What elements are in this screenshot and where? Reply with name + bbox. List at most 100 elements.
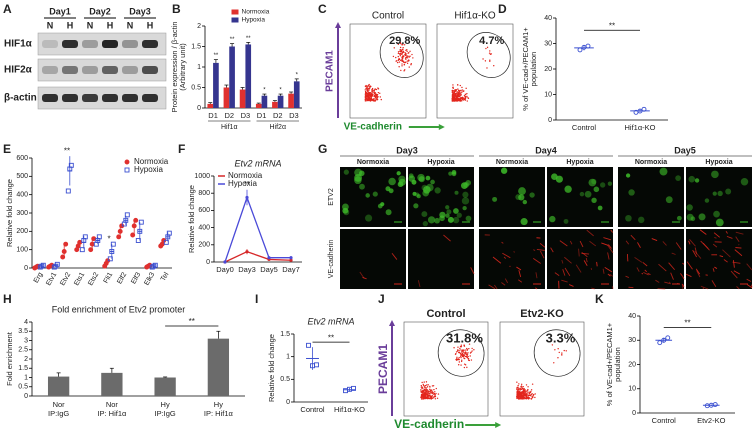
streak [625, 275, 630, 278]
cell [698, 213, 706, 221]
flow-event [464, 349, 466, 351]
streak [736, 286, 740, 290]
flow-event [467, 357, 470, 360]
flow-event [422, 387, 424, 389]
flow-event [482, 58, 484, 60]
streak [470, 267, 475, 275]
y-tick-label: 30 [544, 40, 552, 47]
cell [453, 208, 459, 214]
flow-event [516, 381, 518, 383]
bar [272, 101, 278, 108]
y-axis-label: % of VE-cad+/PECAM1+ [605, 322, 614, 406]
flow-event [528, 392, 531, 394]
cell [425, 183, 434, 192]
x-tick-label: Hy [161, 400, 170, 409]
cell [711, 170, 719, 179]
streak [501, 241, 504, 244]
flow-event [398, 61, 401, 63]
flow-event [420, 396, 423, 399]
point [65, 188, 71, 194]
flow-event [456, 97, 458, 99]
streak [603, 237, 612, 241]
flow-event [432, 397, 434, 399]
streak [589, 240, 597, 247]
flow-event [461, 350, 463, 352]
significance: ** [244, 180, 250, 189]
blot-band [62, 94, 78, 102]
flow-event [516, 394, 518, 396]
y-tick-label: 10 [544, 91, 552, 98]
group-label: Hif1α [221, 124, 238, 131]
flow-event [399, 52, 401, 55]
streak [513, 251, 515, 253]
y-tick-label: 0 [632, 410, 636, 417]
flow-event [368, 89, 370, 91]
flow-event [467, 352, 469, 354]
flow-event [421, 381, 423, 384]
flow-event [456, 356, 458, 359]
image-condition: Hypoxia [705, 159, 732, 166]
x-tick-label: Hif1α-KO [334, 405, 365, 414]
flow-event [520, 385, 523, 387]
flow-event [456, 91, 459, 93]
image-condition: Hypoxia [566, 159, 593, 166]
flow-event [369, 85, 371, 88]
flow-event [468, 343, 471, 345]
streak [735, 236, 740, 243]
streak [686, 261, 693, 270]
point [138, 219, 144, 225]
flow-event [402, 48, 404, 51]
flow-event [473, 349, 475, 351]
flow-event [465, 87, 467, 90]
flow-event [427, 393, 429, 396]
streak [688, 240, 691, 245]
flow-event [426, 396, 429, 399]
flow-event [551, 344, 554, 346]
y-tick-label: 0 [24, 393, 28, 400]
flow-event [488, 52, 491, 54]
flow-event [467, 359, 470, 361]
streak [682, 262, 685, 265]
flow-event [433, 388, 435, 391]
flow-event [554, 349, 556, 351]
x-tick-label: D1 [257, 111, 267, 120]
panel-label: I [255, 292, 258, 306]
flow-event [406, 50, 408, 53]
flow-event [395, 60, 397, 62]
streak [685, 273, 692, 278]
streak [734, 249, 743, 257]
flow-event [430, 398, 432, 400]
y-tick-label: 1.5 [280, 331, 290, 338]
x-tick-label: Day5 [260, 265, 278, 274]
significance: ** [684, 319, 690, 328]
flow-event [401, 52, 403, 54]
flow-event [458, 356, 460, 359]
flow-event [401, 44, 403, 46]
bar [101, 372, 123, 396]
blot-band [62, 66, 78, 74]
x-tick-label: D2 [224, 111, 234, 120]
flow-event [522, 394, 524, 397]
flow-event [459, 89, 461, 92]
streak [712, 243, 718, 248]
flow-event [436, 397, 439, 399]
point [107, 256, 113, 262]
y-axis-label: PECAM1 [325, 50, 336, 92]
bar [207, 338, 230, 396]
flow-event [375, 96, 378, 98]
y-tick-label: 2 [197, 23, 201, 30]
flow-event [462, 90, 465, 92]
streak [575, 264, 582, 273]
y-tick-label: 2.5 [18, 347, 28, 354]
cell [359, 183, 365, 190]
streak [636, 267, 640, 272]
flow-title: Etv2-KO [520, 308, 564, 320]
flow-event [395, 56, 397, 59]
cell [343, 209, 350, 216]
flow-event [405, 57, 407, 59]
flow-event [427, 392, 429, 395]
flow-event [430, 389, 432, 392]
gate-percentage: 3.3% [546, 330, 576, 345]
flow-event [379, 92, 381, 94]
streak [634, 257, 643, 263]
